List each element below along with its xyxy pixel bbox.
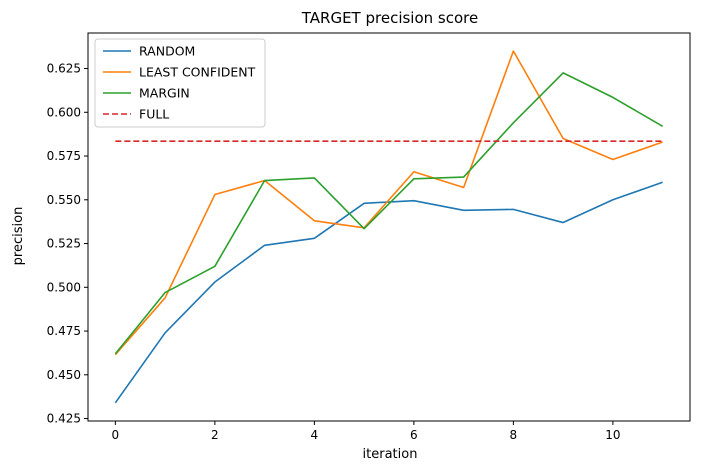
- x-tick-label: 0: [112, 428, 120, 442]
- x-tick-label: 8: [510, 428, 518, 442]
- y-tick-label: 0.550: [47, 193, 81, 207]
- legend-label-margin: MARGIN: [139, 86, 190, 101]
- x-axis-ticks: 0 2 4 6 8 10: [112, 421, 621, 442]
- y-axis-ticks: 0.425 0.450 0.475 0.500 0.525 0.550 0.575 0.600…: [47, 62, 88, 426]
- legend: RANDOM LEAST CONFIDENT MARGIN FULL: [94, 38, 266, 128]
- x-tick-label: 6: [410, 428, 418, 442]
- plot-series: [114, 50, 664, 404]
- y-tick-label: 0.575: [47, 149, 81, 163]
- x-tick-label: 2: [211, 428, 219, 442]
- chart-title: TARGET precision score: [301, 9, 478, 27]
- y-tick-label: 0.500: [47, 280, 81, 294]
- y-tick-label: 0.625: [47, 62, 81, 76]
- series-line-random: [114, 181, 663, 404]
- y-tick-label: 0.425: [47, 412, 81, 426]
- legend-box: [94, 38, 266, 128]
- y-tick-label: 0.525: [47, 237, 81, 251]
- x-axis-label: iteration: [363, 447, 418, 462]
- y-tick-label: 0.600: [47, 105, 81, 119]
- plot-frame: [87, 32, 691, 422]
- legend-label-full: FULL: [139, 107, 169, 122]
- legend-label-random: RANDOM: [139, 44, 195, 59]
- legend-label-least-confident: LEAST CONFIDENT: [139, 65, 256, 80]
- series-line-least-confident: [114, 50, 663, 356]
- y-tick-label: 0.475: [47, 324, 81, 338]
- series-line-margin: [114, 72, 664, 355]
- x-tick-label: 10: [605, 428, 620, 442]
- x-tick-label: 4: [311, 428, 319, 442]
- y-tick-label: 0.450: [47, 368, 81, 382]
- y-axis-label: precision: [11, 207, 26, 266]
